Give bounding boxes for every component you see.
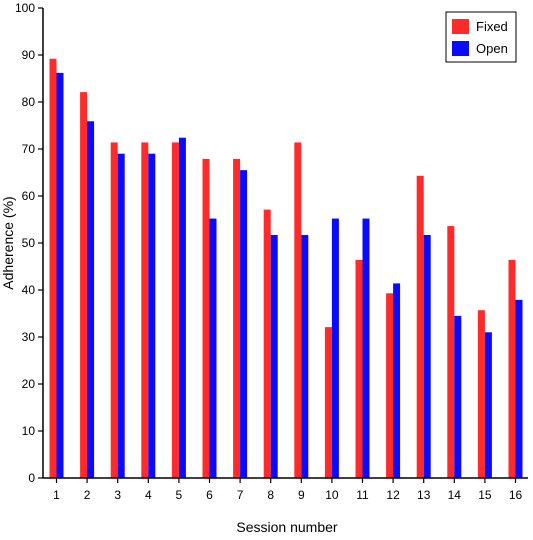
legend-label-fixed: Fixed — [476, 19, 508, 34]
x-tick-label: 3 — [114, 488, 121, 502]
bar-open-session-9 — [301, 235, 309, 478]
x-tick-label: 11 — [356, 488, 369, 502]
legend: Fixed Open — [445, 11, 517, 63]
x-ticks-group: 1 2 3 4 5 6 7 8 9 10 11 12 13 14 15 16 — [53, 478, 522, 502]
x-tick-label: 7 — [237, 488, 244, 502]
bar-fixed-session-3 — [110, 142, 118, 479]
y-tick-label: 60 — [22, 189, 36, 203]
x-tick-label: 4 — [145, 488, 152, 502]
bars-group — [49, 58, 523, 479]
bar-fixed-session-1 — [49, 58, 57, 478]
y-tick-label: 10 — [22, 424, 36, 438]
bar-open-session-16 — [515, 299, 523, 478]
bar-open-session-5 — [178, 137, 186, 478]
legend-label-open: Open — [476, 41, 508, 56]
legend-swatch-open — [452, 41, 469, 56]
bar-open-session-1 — [56, 72, 64, 479]
y-tick-label: 90 — [22, 48, 36, 62]
x-tick-label: 5 — [176, 488, 183, 502]
bar-fixed-session-5 — [171, 142, 179, 479]
bar-open-session-13 — [423, 235, 431, 478]
bar-fixed-session-2 — [80, 92, 88, 478]
y-tick-label: 40 — [22, 283, 36, 297]
y-ticks-group: 0 10 20 30 40 50 60 70 80 90 100 — [15, 1, 43, 485]
bar-open-session-8 — [270, 235, 278, 478]
bar-open-session-12 — [393, 283, 401, 478]
bar-fixed-session-16 — [508, 259, 516, 478]
x-tick-label: 12 — [386, 488, 400, 502]
x-tick-label: 8 — [267, 488, 274, 502]
bar-fixed-session-10 — [324, 327, 332, 478]
bar-fixed-session-11 — [355, 259, 363, 478]
bar-fixed-session-8 — [263, 209, 271, 478]
x-tick-label: 1 — [53, 488, 60, 502]
legend-swatch-fixed — [452, 19, 469, 34]
x-tick-label: 16 — [509, 488, 523, 502]
bar-fixed-session-4 — [141, 142, 149, 479]
y-tick-label: 100 — [15, 1, 35, 15]
y-tick-label: 80 — [22, 95, 36, 109]
bar-fixed-session-15 — [477, 310, 485, 478]
bar-fixed-session-12 — [386, 293, 394, 478]
bar-open-session-2 — [87, 121, 95, 479]
x-tick-label: 10 — [325, 488, 339, 502]
bar-fixed-session-14 — [447, 226, 455, 478]
bar-fixed-session-9 — [294, 142, 302, 479]
bar-fixed-session-13 — [416, 175, 424, 479]
bar-open-session-15 — [484, 332, 492, 478]
x-tick-label: 6 — [206, 488, 213, 502]
x-axis-title: Session number — [236, 519, 338, 535]
y-tick-label: 70 — [22, 142, 36, 156]
bar-open-session-3 — [117, 153, 125, 478]
bar-open-session-6 — [209, 218, 217, 478]
x-tick-label: 9 — [298, 488, 305, 502]
bar-open-session-10 — [331, 218, 339, 478]
x-tick-label: 13 — [417, 488, 431, 502]
bar-open-session-14 — [454, 315, 462, 478]
y-axis-title: Adherence (%) — [0, 196, 16, 289]
bar-open-session-4 — [148, 153, 156, 478]
bar-fixed-session-6 — [202, 158, 210, 478]
bar-open-session-11 — [362, 218, 370, 478]
y-tick-label: 30 — [22, 330, 36, 344]
bar-fixed-session-7 — [233, 158, 241, 478]
x-tick-label: 2 — [84, 488, 91, 502]
y-tick-label: 0 — [28, 471, 35, 485]
x-tick-label: 14 — [448, 488, 462, 502]
bar-open-session-7 — [240, 170, 248, 478]
x-tick-label: 15 — [478, 488, 492, 502]
y-tick-label: 20 — [22, 377, 36, 391]
y-tick-label: 50 — [22, 236, 36, 250]
